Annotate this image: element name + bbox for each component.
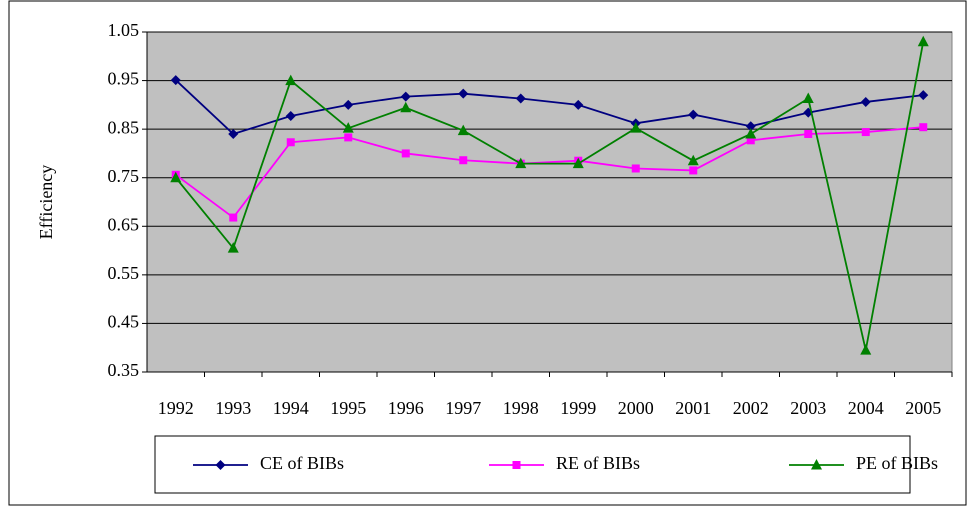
x-tick-label: 1993	[215, 398, 251, 418]
marker	[286, 138, 295, 147]
y-tick-label: 0.75	[108, 166, 140, 186]
x-tick-label: 2000	[618, 398, 654, 418]
marker	[401, 149, 410, 158]
marker	[688, 109, 699, 120]
legend-label: RE of BIBs	[556, 453, 640, 473]
marker	[343, 99, 354, 110]
series-line	[175, 41, 925, 351]
y-tick-label: 0.95	[108, 69, 140, 89]
x-tick-label: 1998	[503, 398, 539, 418]
y-tick-label: 1.05	[108, 20, 140, 40]
legend-label: CE of BIBs	[260, 453, 344, 473]
x-tick-label: 1999	[560, 398, 596, 418]
marker	[170, 75, 181, 86]
y-axis-label: Efficiency	[36, 165, 56, 240]
marker	[285, 111, 296, 122]
marker	[917, 35, 929, 47]
x-tick-label: 1996	[388, 398, 424, 418]
marker	[459, 156, 468, 165]
marker	[860, 96, 871, 107]
marker	[170, 171, 182, 183]
marker	[860, 344, 872, 355]
marker	[515, 157, 527, 169]
marker	[631, 164, 640, 173]
marker	[229, 213, 238, 222]
y-tick-label: 0.45	[108, 312, 140, 332]
series-line	[175, 126, 924, 219]
x-tick-label: 2004	[848, 398, 884, 418]
marker	[687, 154, 699, 166]
marker	[746, 136, 755, 145]
marker	[919, 123, 928, 132]
marker	[342, 122, 354, 133]
marker	[285, 74, 297, 86]
marker	[457, 124, 469, 136]
x-tick-label: 1997	[445, 398, 481, 418]
marker	[745, 128, 757, 139]
marker	[630, 122, 642, 133]
plot-area	[146, 31, 953, 373]
marker	[802, 92, 814, 104]
marker	[400, 101, 412, 113]
marker	[512, 461, 521, 469]
series-line	[175, 79, 924, 136]
marker	[344, 133, 353, 142]
y-tick-label: 0.55	[108, 263, 140, 283]
marker	[861, 128, 870, 137]
x-tick-label: 2002	[733, 398, 769, 418]
x-tick-label: 2003	[790, 398, 826, 418]
y-tick-label: 0.65	[108, 214, 140, 234]
marker	[400, 91, 411, 102]
x-tick-label: 1994	[273, 398, 309, 418]
y-tick-label: 0.85	[108, 117, 140, 137]
x-tick-label: 2005	[905, 398, 941, 418]
marker	[573, 99, 584, 110]
legend-label: PE of BIBs	[856, 453, 938, 473]
y-tick-label: 0.35	[108, 360, 140, 380]
marker	[458, 88, 469, 99]
marker	[215, 460, 226, 470]
x-tick-label: 1995	[330, 398, 366, 418]
x-tick-label: 2001	[675, 398, 711, 418]
marker	[228, 129, 239, 139]
x-tick-label: 1992	[158, 398, 194, 418]
marker	[689, 166, 698, 175]
marker	[918, 90, 929, 101]
marker	[515, 93, 526, 104]
marker	[745, 121, 756, 132]
marker	[572, 157, 584, 169]
marker	[227, 242, 239, 253]
marker	[811, 459, 822, 470]
marker	[804, 130, 813, 138]
